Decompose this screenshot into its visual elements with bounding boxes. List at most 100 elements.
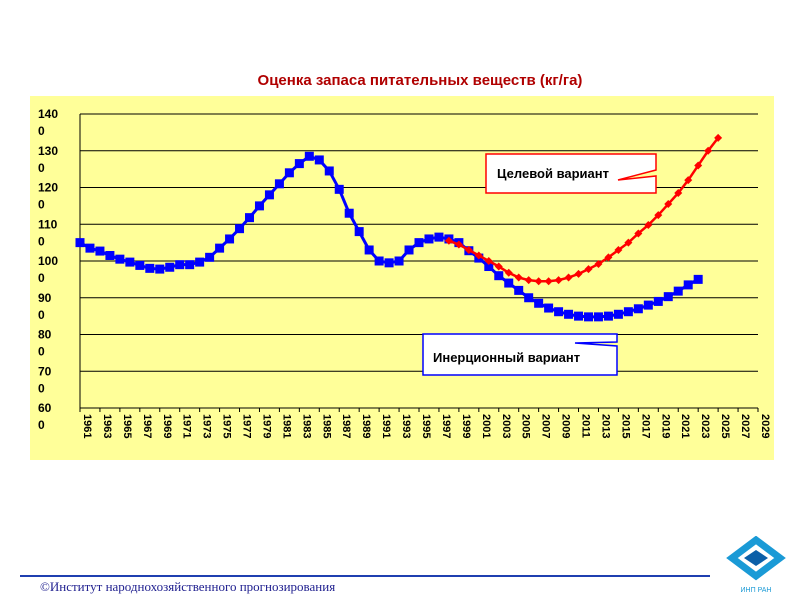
x-tick-label: 1979 (260, 414, 272, 438)
data-point-target (454, 240, 463, 249)
data-point-inertial (364, 245, 374, 255)
data-point-inertial (145, 263, 155, 273)
data-point-inertial (683, 280, 693, 290)
callout-target-shape (485, 153, 657, 194)
x-tick-label: 1995 (420, 414, 432, 438)
x-tick-label: 2029 (759, 414, 771, 438)
x-tick-label: 1999 (460, 414, 472, 438)
data-point-inertial (334, 184, 344, 194)
x-tick-label: 1965 (121, 414, 133, 438)
data-point-inertial (324, 166, 334, 176)
x-tick-label: 2019 (659, 414, 671, 438)
data-point-inertial (165, 262, 175, 272)
data-point-inertial (623, 307, 633, 317)
data-point-inertial (314, 155, 324, 165)
gridlines (79, 113, 759, 412)
data-point-target (554, 276, 563, 285)
x-tick-label: 1975 (221, 414, 233, 438)
x-tick-label: 2015 (619, 414, 631, 438)
chart-title: Оценка запаса питательных веществ (кг/га… (257, 72, 583, 89)
data-point-inertial (643, 300, 653, 310)
data-point-inertial (225, 234, 235, 244)
data-point-inertial (404, 245, 414, 255)
data-point-target (594, 259, 603, 268)
y-tick-label-line2: 0 (38, 234, 45, 248)
data-point-inertial (663, 292, 673, 302)
data-point-inertial (603, 311, 613, 321)
y-tick-label: 90 0 (38, 291, 52, 322)
y-tick-label-line2: 0 (38, 345, 45, 359)
y-tick-label-line1: 120 (38, 181, 58, 195)
data-point-inertial (494, 271, 504, 281)
data-point-inertial (514, 285, 524, 295)
data-point-inertial (235, 224, 245, 234)
y-tick-label-line1: 70 (38, 364, 52, 378)
x-tick-label: 1973 (201, 414, 213, 438)
y-tick-label-line2: 0 (38, 161, 45, 175)
x-tick-label: 2027 (739, 414, 751, 438)
data-point-inertial (185, 260, 195, 270)
y-tick-label: 120 0 (38, 181, 58, 212)
data-point-target (534, 277, 543, 286)
data-point-inertial (504, 278, 514, 288)
callout-target-label: Целевой вариант (497, 166, 609, 181)
y-tick-label-line2: 0 (38, 271, 45, 285)
x-tick-label: 1991 (380, 414, 392, 438)
data-point-target (634, 229, 643, 238)
callout-inertial: Инерционный вариант (422, 333, 618, 376)
x-tick-label: 2017 (639, 414, 651, 438)
data-point-target (444, 236, 453, 245)
data-point-inertial (384, 258, 394, 268)
data-point-target (504, 268, 513, 277)
x-tick-label: 1983 (300, 414, 312, 438)
data-point-inertial (653, 296, 663, 306)
data-point-inertial (75, 238, 85, 248)
x-tick-label: 1961 (81, 414, 93, 438)
institute-logo-icon: ИНП РАН (726, 536, 786, 594)
x-tick-label: 2023 (699, 414, 711, 438)
y-tick-label: 80 0 (38, 328, 52, 359)
data-point-inertial (574, 311, 584, 321)
data-point-target (674, 189, 683, 198)
y-tick-label-line2: 0 (38, 124, 45, 138)
footer-rule (20, 575, 710, 577)
logo-text: ИНП РАН (741, 587, 772, 594)
data-point-inertial (554, 307, 564, 317)
data-point-inertial (215, 243, 225, 253)
data-point-inertial (584, 312, 593, 322)
y-tick-label-line1: 90 (38, 291, 52, 305)
data-point-target (704, 146, 713, 155)
y-tick-label-line2: 0 (38, 381, 45, 395)
y-tick-label-line1: 140 (38, 107, 58, 121)
data-point-target (574, 269, 583, 278)
data-point-target (464, 245, 473, 254)
data-point-inertial (673, 286, 683, 296)
data-point-target (614, 245, 623, 254)
data-point-inertial (245, 213, 254, 223)
data-point-target (484, 257, 493, 265)
y-tick-label: 140 0 (38, 107, 58, 138)
data-point-inertial (354, 227, 364, 237)
data-point-inertial (484, 262, 494, 272)
y-tick-label: 70 0 (38, 364, 52, 395)
data-point-inertial (105, 250, 115, 260)
y-tick-label: 110 0 (38, 217, 58, 248)
x-tick-label: 2001 (480, 414, 492, 438)
x-tick-label: 1993 (400, 414, 412, 438)
data-point-target (474, 251, 483, 260)
y-tick-label: 100 0 (38, 254, 58, 285)
x-tick-label: 2007 (540, 414, 552, 438)
data-point-inertial (374, 256, 384, 266)
data-point-target (584, 265, 593, 274)
data-point-inertial (175, 260, 185, 270)
data-point-inertial (125, 257, 135, 267)
data-point-inertial (693, 274, 703, 284)
x-tick-label: 2011 (580, 414, 592, 438)
data-point-target (524, 276, 533, 285)
data-point-inertial (593, 312, 603, 322)
data-point-inertial (254, 201, 264, 211)
y-tick-label-line2: 0 (38, 308, 45, 322)
y-tick-label-line1: 130 (38, 144, 58, 158)
y-tick-label-line1: 80 (38, 328, 52, 342)
